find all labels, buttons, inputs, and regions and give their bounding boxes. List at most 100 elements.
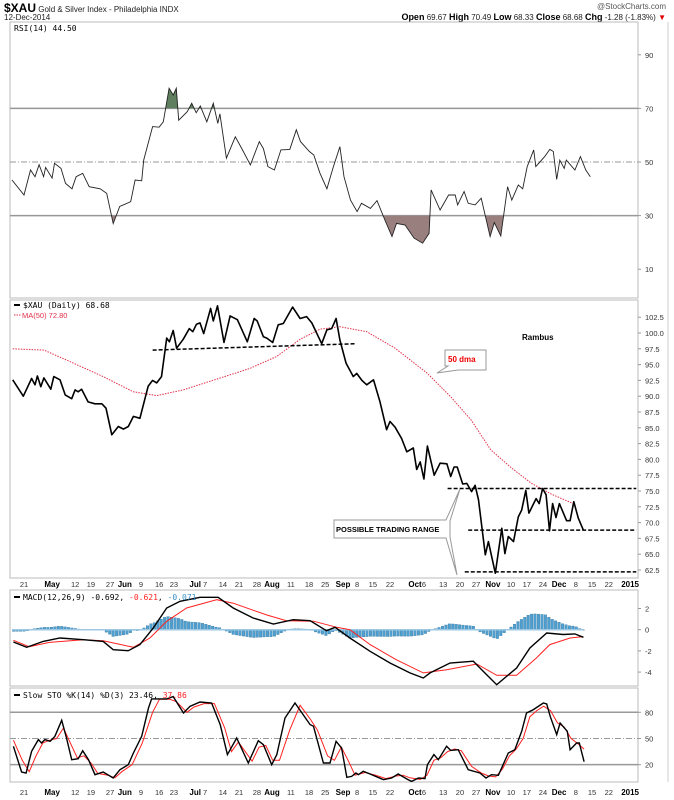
macd-histogram-bar [540, 614, 544, 630]
date-tick-label: 25 [321, 788, 329, 797]
price-tick-label: 75.0 [645, 487, 660, 496]
rsi-tick-label: 50 [645, 158, 653, 167]
price-tick-label: 100.0 [645, 329, 664, 338]
macd-histogram-bar [413, 629, 417, 636]
rsi-tick-label: 30 [645, 212, 653, 221]
macd-tick-label: 0 [645, 626, 649, 635]
macd-histogram-bar [122, 629, 125, 636]
price-tick-label: 70.0 [645, 519, 660, 528]
sto-k-line [12, 695, 585, 782]
macd-histogram-bar [447, 623, 451, 630]
date-tick-label: 18 [305, 580, 313, 589]
date-tick-label: 14 [219, 580, 227, 589]
date-tick-label: 15 [369, 788, 377, 797]
sto-tick-label: 80 [645, 708, 653, 717]
macd-tick-label: 2 [645, 605, 649, 614]
date-tick-label: 6 [422, 788, 426, 797]
date-tick-label: Jul [189, 580, 201, 589]
macd-histogram-bar [368, 629, 372, 637]
macd-histogram-bar [269, 629, 273, 637]
date-tick-label: 2015 [621, 788, 639, 797]
date-tick-label: 11 [287, 788, 295, 797]
date-tick-label: 16 [155, 580, 163, 589]
range-callout-box [333, 488, 461, 576]
date-tick-label: Oct [408, 788, 422, 797]
down-arrow-icon: ▼ [658, 13, 666, 22]
macd-histogram-bar [392, 629, 396, 637]
macd-histogram-bar [485, 629, 489, 636]
macd-chart: 2 0 -2 -4 [12, 596, 652, 686]
macd-histogram-bar [561, 623, 564, 630]
macd-histogram-bar [379, 629, 383, 637]
date-tick-label: 14 [219, 788, 227, 797]
date-tick-label: Dec [552, 580, 567, 589]
rsi-tick-label: 10 [645, 265, 653, 274]
macd-histogram-bar [489, 629, 492, 637]
date-tick-label: 18 [305, 788, 313, 797]
macd-histogram-bar [252, 629, 256, 638]
high-value: 70.49 [471, 13, 492, 22]
macd-histogram-bar [245, 629, 249, 637]
macd-histogram-bar [115, 629, 119, 637]
macd-histogram-bar [519, 619, 523, 630]
date-tick-label: 15 [588, 788, 596, 797]
date-tick-label: 21 [20, 580, 28, 589]
date-tick-label: 8 [574, 580, 578, 589]
open-label: Open [401, 12, 425, 22]
macd-histogram-bar [183, 620, 187, 630]
sto-legend-text: Slow STO %K(14) %D(3) 23.46, 37.86 [23, 691, 187, 700]
price-tick-label: 82.5 [645, 440, 660, 449]
date-tick-label: Sep [336, 788, 351, 797]
macd-histogram-bar [396, 629, 400, 637]
date-axis-bottom: 21 May 12 19 27 Jun 9 16 23 Jul 7 14 21 28 Aug 11 18 25 Se… [20, 788, 640, 797]
date-tick-label: 13 [439, 788, 447, 797]
date-tick-label: 22 [386, 788, 394, 797]
price-chart: 62.5 65.0 67.5 70.0 72.5 75.0 77.5 80.0 82.5 85.0… [12, 305, 664, 575]
price-tick-label: 97.5 [645, 345, 660, 354]
date-tick-label: 19 [87, 788, 95, 797]
date-tick-label: 6 [422, 580, 426, 589]
macd-histogram-bar [547, 617, 551, 630]
date-tick-label: 17 [523, 580, 531, 589]
date-tick-label: 21 [235, 788, 243, 797]
price-line [12, 305, 585, 574]
macd-histogram-bar [454, 624, 458, 630]
rsi-panel [9, 21, 639, 299]
date-tick-label: 10 [507, 580, 515, 589]
macd-histogram-bar [365, 629, 369, 637]
range-callout: POSSIBLE TRADING RANGE [333, 488, 461, 576]
date-tick-label: 22 [605, 788, 613, 797]
macd-line [13, 596, 584, 686]
macd-histogram-bar [420, 629, 424, 636]
date-tick-label: 2015 [621, 580, 639, 589]
price-tick-label: 85.0 [645, 424, 660, 433]
sto-tick-label: 50 [645, 734, 653, 743]
price-tick-label: 102.5 [645, 313, 664, 322]
macd-histogram-bar [403, 629, 407, 637]
date-tick-label: 17 [523, 788, 531, 797]
price-tick-label: 92.5 [645, 376, 660, 385]
date-tick-label: 8 [574, 788, 578, 797]
macd-legend: MACD(12,26,9) -0.692, -0.621, -0.071 [14, 593, 197, 602]
macd-histogram-bar [272, 629, 276, 637]
price-tick-label: 87.5 [645, 408, 660, 417]
date-tick-label: 16 [155, 788, 163, 797]
date-tick-label: Jul [189, 788, 201, 797]
macd-tick-label: -4 [645, 668, 652, 677]
date-tick-label: 9 [139, 788, 143, 797]
macd-histogram-bar [197, 622, 201, 630]
macd-histogram-bar [351, 629, 355, 638]
macd-histogram-bar [194, 622, 197, 630]
macd-panel [9, 589, 639, 687]
macd-histogram-bar [118, 629, 122, 636]
date-tick-label: 27 [472, 788, 480, 797]
date-tick-label: 23 [170, 788, 178, 797]
ma-legend-label: MA(50) 72.80 [22, 311, 67, 320]
date-tick-label: 13 [439, 580, 447, 589]
high-label: High [448, 12, 469, 22]
ma-callout-box [436, 349, 487, 374]
macd-histogram-bar [550, 619, 554, 630]
price-tick-label: 72.5 [645, 503, 660, 512]
macd-histogram-bar [513, 623, 516, 630]
rsi-chart: 10 30 50 70 90 [10, 51, 653, 274]
